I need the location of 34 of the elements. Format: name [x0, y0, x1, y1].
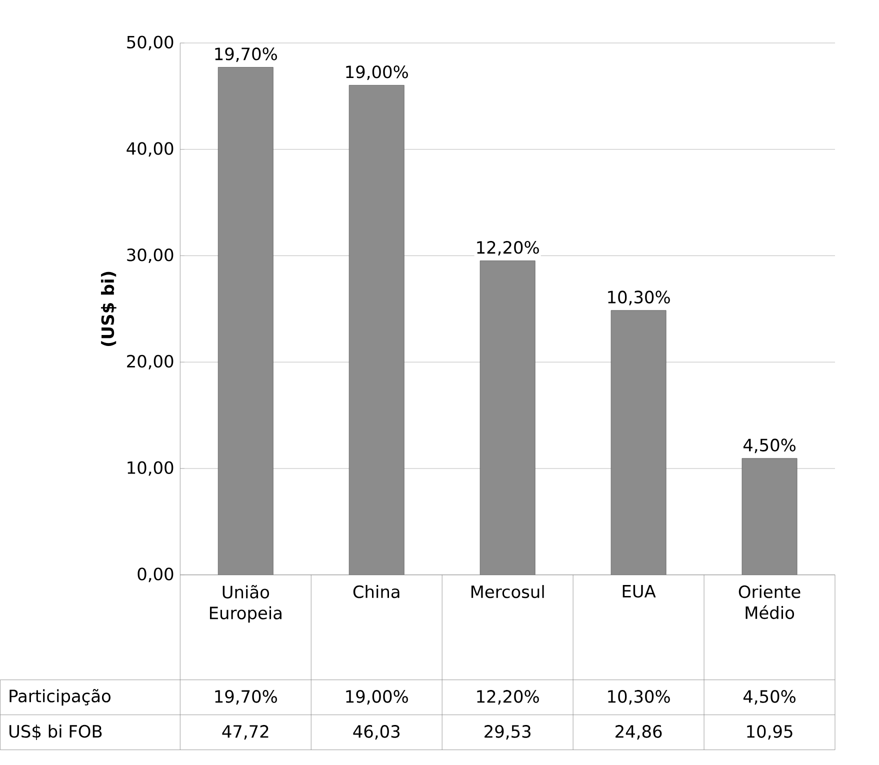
y-tick-label: 20,00: [127, 354, 174, 370]
text: US$ bi FOB: [10, 724, 102, 740]
data-label: 46,03: [353, 725, 400, 740]
x-tick-label: Oriente Médio: [738, 585, 800, 620]
data-label: 29,53: [484, 725, 530, 740]
text: 19,00%: [346, 690, 408, 705]
bar: [610, 310, 666, 575]
annotation: 12,20%: [477, 241, 539, 256]
y-tick-label: 40,00: [126, 142, 174, 157]
annotation: 10,30%: [608, 290, 670, 306]
annotation: 19,70%: [215, 48, 277, 62]
text: Participação: [10, 689, 110, 706]
text: 10,30%: [608, 690, 670, 705]
data-label: 24,86: [616, 725, 662, 740]
bar: [742, 458, 798, 575]
y-tick-label: 30,00: [127, 248, 174, 264]
bar: [348, 85, 404, 575]
x-tick-label: União Europeia: [210, 585, 282, 623]
text: 4,50%: [743, 690, 796, 705]
y-tick-label: 0,00: [138, 568, 174, 582]
data-label: 47,72: [222, 725, 268, 740]
annotation: 19,00%: [346, 66, 408, 80]
y-tick-label: 10,00: [128, 461, 174, 476]
x-tick-label: Mercosul: [471, 585, 544, 598]
data-label: 10,95: [747, 725, 792, 740]
text: 12,20%: [477, 690, 539, 705]
text: 19,70%: [215, 690, 277, 705]
x-tick-label: EUA: [622, 585, 656, 598]
bar: [480, 260, 536, 575]
y-tick-label: 50,00: [127, 36, 174, 50]
bar: [218, 67, 274, 575]
annotation: 4,50%: [743, 438, 796, 454]
x-tick-label: China: [353, 585, 400, 598]
y-axis-title: (US$ bi): [100, 272, 116, 346]
